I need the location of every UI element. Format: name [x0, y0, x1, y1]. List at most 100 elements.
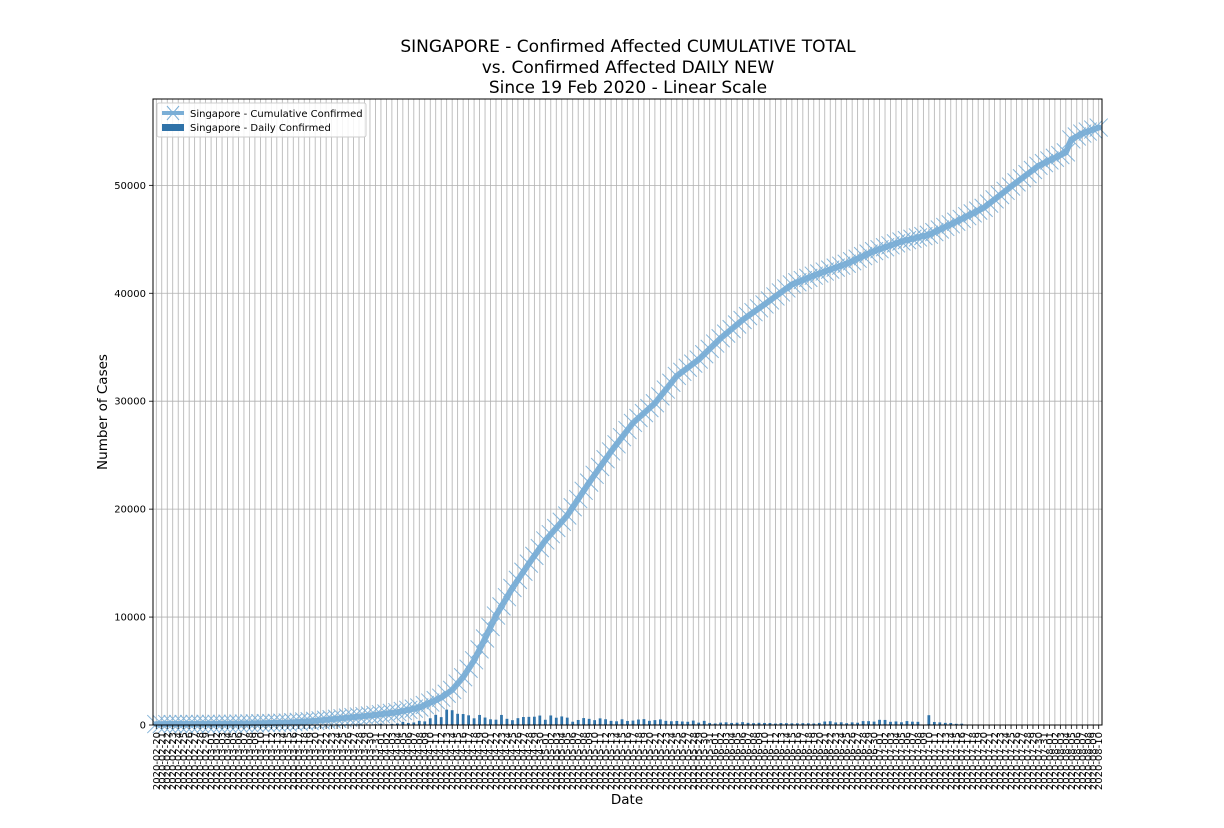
x-tick-label: 2020-08-04 [1061, 732, 1072, 790]
daily-bar [735, 722, 739, 725]
x-tick-label: 2020-05-02 [546, 732, 557, 790]
x-tick-label: 2020-05-11 [596, 732, 607, 790]
x-tick-label: 2020-08-02 [1050, 732, 1061, 790]
x-tick-label: 2020-07-10 [924, 732, 935, 790]
x-tick-label: 2020-07-06 [902, 732, 913, 790]
daily-bar [702, 720, 706, 725]
x-tick-label: 2020-07-12 [935, 732, 946, 790]
cumulative-marker [793, 270, 813, 290]
x-tick-label: 2020-07-18 [968, 732, 979, 790]
x-tick-label: 2020-06-02 [716, 732, 727, 790]
daily-bar [648, 720, 651, 725]
cumulative-marker [930, 220, 950, 239]
x-tick-label: 2020-04-02 [382, 732, 393, 790]
daily-bar [785, 723, 788, 725]
x-tick-label: 2020-06-15 [787, 732, 798, 790]
cumulative-marker [585, 465, 604, 485]
cumulative-marker [464, 650, 484, 670]
cumulative-marker [486, 606, 506, 625]
daily-bar [675, 720, 679, 725]
x-tick-label: 2020-06-20 [815, 732, 826, 790]
cumulative-marker [820, 260, 840, 279]
x-tick-label: 2020-06-06 [738, 732, 749, 790]
x-tick-label: 2020-07-16 [957, 732, 968, 790]
cumulative-marker [1089, 118, 1109, 137]
x-tick-label: 2020-07-25 [1007, 732, 1018, 790]
x-tick-label: 2020-05-25 [672, 732, 683, 790]
daily-bar [916, 721, 920, 725]
daily-bar [396, 723, 399, 725]
cumulative-marker [968, 201, 988, 221]
x-tick-label: 2020-06-22 [826, 732, 837, 790]
x-tick-label: 2020-05-14 [612, 732, 623, 790]
x-tick-label: 2020-06-01 [711, 732, 722, 790]
cumulative-marker [1040, 151, 1059, 170]
cumulative-marker [716, 324, 736, 344]
title-line-3: Since 19 Feb 2020 - Linear Scale [489, 78, 767, 98]
x-tick-label: 2020-06-09 [755, 732, 766, 790]
x-tick-label: 2020-05-26 [678, 732, 689, 790]
x-axis-label: Date [611, 792, 643, 808]
cumulative-marker [223, 714, 243, 734]
x-tick-label: 2020-08-08 [1083, 732, 1094, 790]
x-tick-label: 2020-08-06 [1072, 732, 1083, 790]
cumulative-marker [459, 659, 478, 679]
cumulative-marker [251, 713, 270, 733]
x-tick-label: 2020-04-26 [513, 732, 524, 790]
daily-bar [659, 719, 662, 725]
x-tick-label: 2020-03-08 [245, 732, 256, 790]
x-tick-label: 2020-04-20 [481, 732, 492, 790]
x-tick-label: 2020-04-13 [442, 732, 453, 790]
cumulative-marker [207, 714, 226, 734]
cumulative-marker [229, 714, 248, 733]
cumulative-marker [393, 701, 413, 721]
x-tick-label: 2020-04-27 [519, 732, 530, 790]
daily-bar [812, 723, 816, 725]
x-tick-label: 2020-05-17 [628, 732, 639, 790]
x-tick-label: 2020-05-31 [705, 732, 716, 790]
daily-bar [494, 719, 498, 725]
cumulative-marker [892, 232, 911, 251]
x-tick-label: 2020-07-03 [886, 732, 897, 790]
x-tick-label: 2020-08-07 [1078, 732, 1089, 790]
daily-bar [834, 722, 838, 725]
cumulative-marker [979, 194, 999, 213]
x-tick-label: 2020-03-17 [294, 732, 305, 790]
cumulative-marker [722, 319, 741, 339]
x-tick-label: 2020-06-25 [842, 732, 853, 790]
cumulative-marker [157, 714, 177, 734]
daily-bar [565, 717, 569, 725]
x-tick-label: 2020-06-05 [733, 732, 744, 790]
x-tick-label: 2020-07-29 [1028, 732, 1039, 790]
x-tick-label: 2020-04-14 [448, 732, 459, 790]
cumulative-marker [842, 251, 862, 271]
cumulative-marker [744, 302, 763, 322]
daily-bar [538, 715, 542, 725]
cumulative-marker [185, 714, 204, 734]
daily-bar [489, 719, 492, 725]
cumulative-marker [914, 226, 933, 246]
daily-bar [412, 722, 416, 725]
cumulative-marker [431, 688, 451, 708]
x-tick-label: 2020-04-04 [393, 732, 404, 790]
x-tick-label: 2020-07-14 [946, 732, 957, 790]
cumulative-marker [492, 597, 511, 616]
daily-bar [845, 723, 849, 725]
cumulative-marker [1007, 173, 1026, 192]
x-tick-label: 2020-08-09 [1089, 732, 1100, 790]
x-tick-label: 2020-03-22 [322, 732, 333, 790]
daily-bar [960, 723, 964, 725]
daily-bar [516, 718, 520, 725]
cumulative-marker [935, 217, 955, 237]
x-tick-label: 2020-05-06 [568, 732, 579, 790]
daily-bar [522, 717, 525, 725]
cumulative-marker [881, 235, 900, 255]
x-tick-label: 2020-07-26 [1012, 732, 1023, 790]
daily-bar [445, 709, 449, 725]
x-tick-label: 2020-02-24 [174, 732, 185, 790]
cumulative-marker [174, 714, 194, 734]
cumulative-marker [831, 256, 851, 276]
x-tick-label: 2020-05-19 [639, 732, 650, 790]
daily-bar [428, 718, 432, 725]
cumulative-marker [738, 306, 758, 326]
